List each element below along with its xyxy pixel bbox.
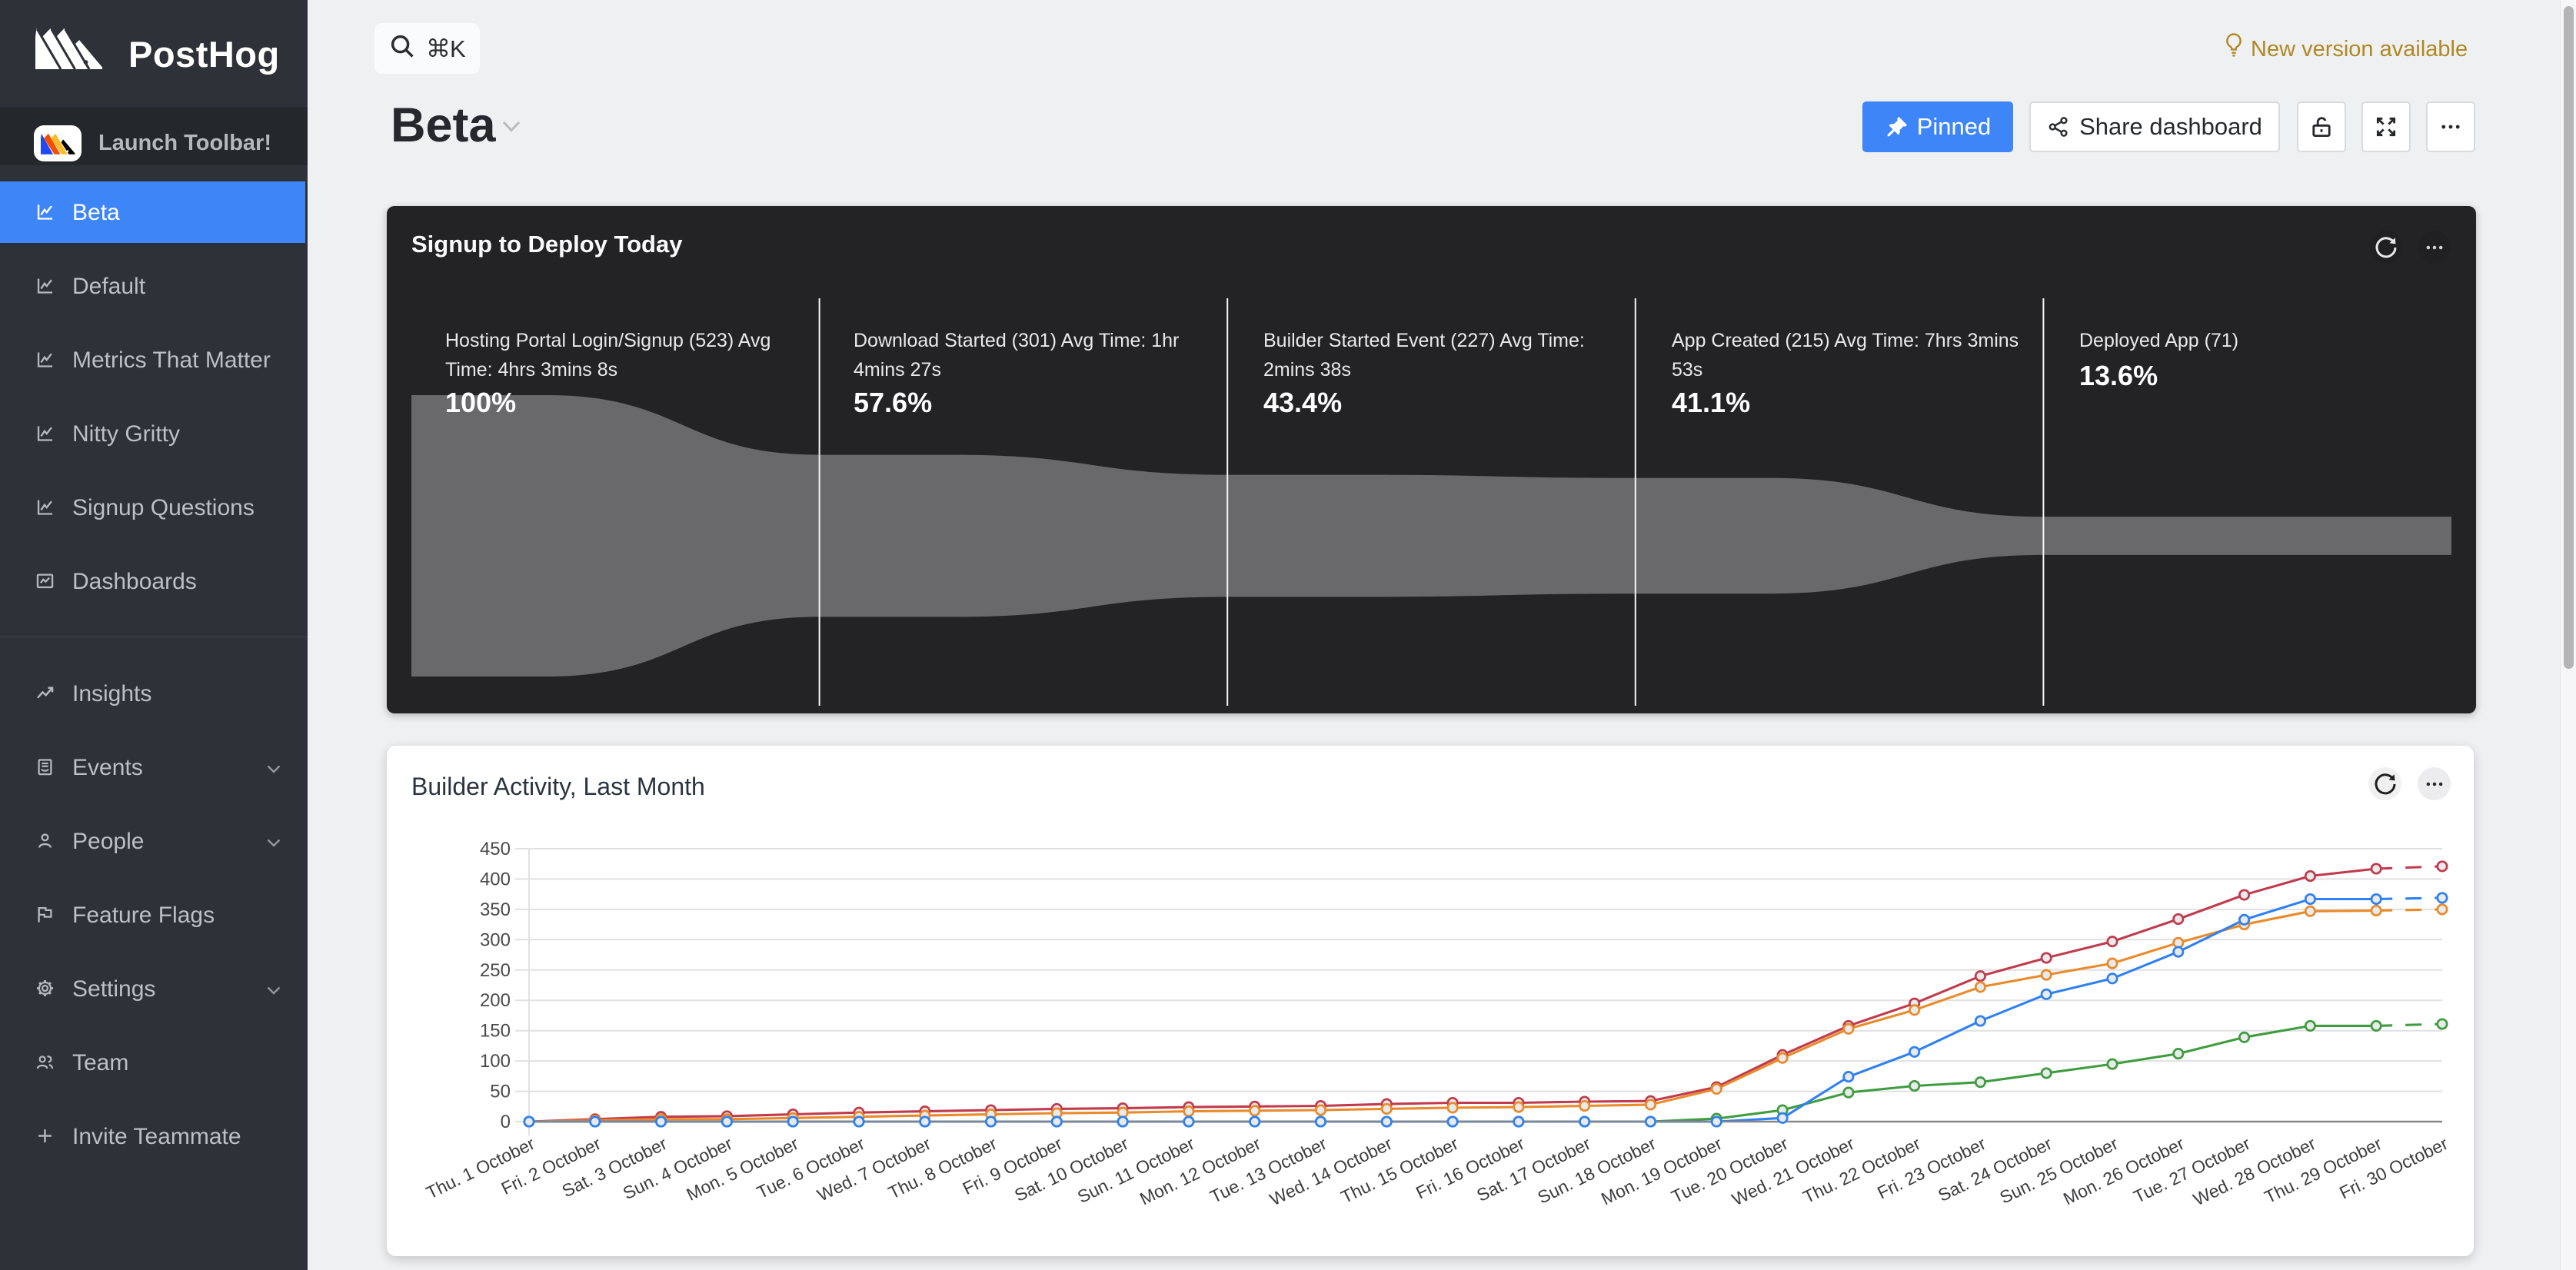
svg-text:300: 300 xyxy=(480,929,511,950)
svg-text:150: 150 xyxy=(480,1021,511,1042)
svg-text:350: 350 xyxy=(480,899,511,920)
svg-text:100: 100 xyxy=(480,1051,511,1072)
svg-text:50: 50 xyxy=(490,1082,511,1102)
svg-text:200: 200 xyxy=(480,990,511,1011)
svg-text:450: 450 xyxy=(480,839,511,859)
svg-text:0: 0 xyxy=(501,1112,511,1132)
svg-text:400: 400 xyxy=(480,869,511,889)
svg-text:250: 250 xyxy=(480,960,511,981)
